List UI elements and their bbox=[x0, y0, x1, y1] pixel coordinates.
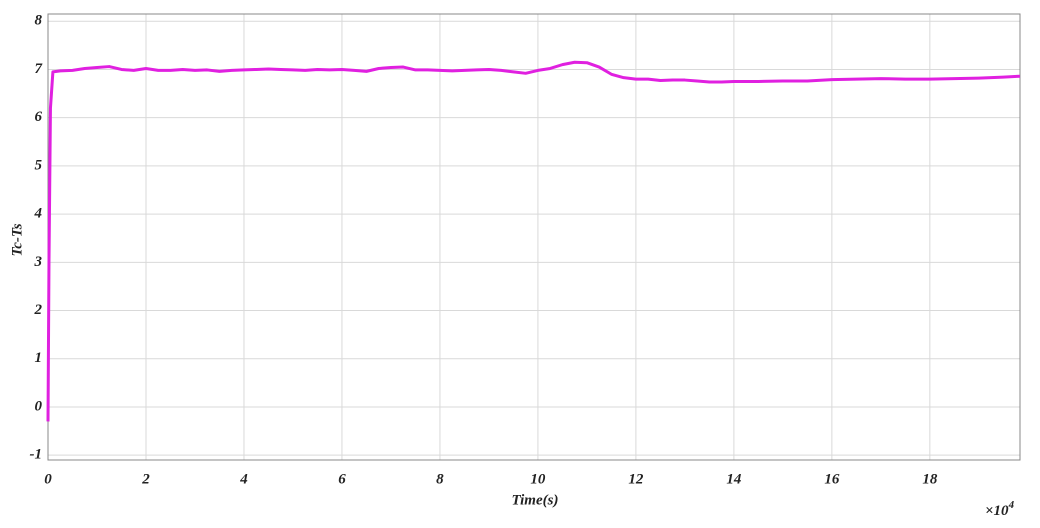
x-exponent: ×104 bbox=[985, 499, 1015, 520]
x-tick-label: 6 bbox=[338, 471, 346, 487]
x-tick-label: 8 bbox=[436, 471, 444, 487]
y-tick-label: 7 bbox=[35, 61, 43, 77]
y-tick-label: 5 bbox=[35, 157, 43, 173]
x-exponent-power: 4 bbox=[1008, 499, 1015, 511]
x-tick-label: 2 bbox=[141, 471, 150, 487]
x-tick-label: 0 bbox=[44, 471, 52, 487]
y-tick-label: 2 bbox=[34, 302, 43, 318]
y-tick-label: 1 bbox=[35, 350, 43, 366]
x-tick-label: 12 bbox=[628, 471, 644, 487]
y-tick-label: 8 bbox=[35, 13, 43, 29]
x-tick-label: 18 bbox=[922, 471, 938, 487]
data-line bbox=[46, 60, 1021, 422]
y-tick-label: 6 bbox=[35, 109, 43, 125]
y-tick-label: 4 bbox=[34, 206, 43, 222]
y-axis-label: Tc-Ts bbox=[9, 223, 25, 256]
y-tick-label: -1 bbox=[30, 447, 43, 463]
x-axis-label: Time(s) bbox=[512, 492, 559, 508]
x-tick-label: 16 bbox=[824, 471, 840, 487]
x-tick-label: 10 bbox=[530, 471, 546, 487]
x-tick-label: 14 bbox=[726, 471, 742, 487]
x-exponent-base: ×10 bbox=[985, 503, 1009, 519]
y-tick-label: 3 bbox=[34, 254, 43, 270]
y-tick-label: 0 bbox=[35, 398, 43, 414]
x-tick-label: 4 bbox=[239, 471, 248, 487]
